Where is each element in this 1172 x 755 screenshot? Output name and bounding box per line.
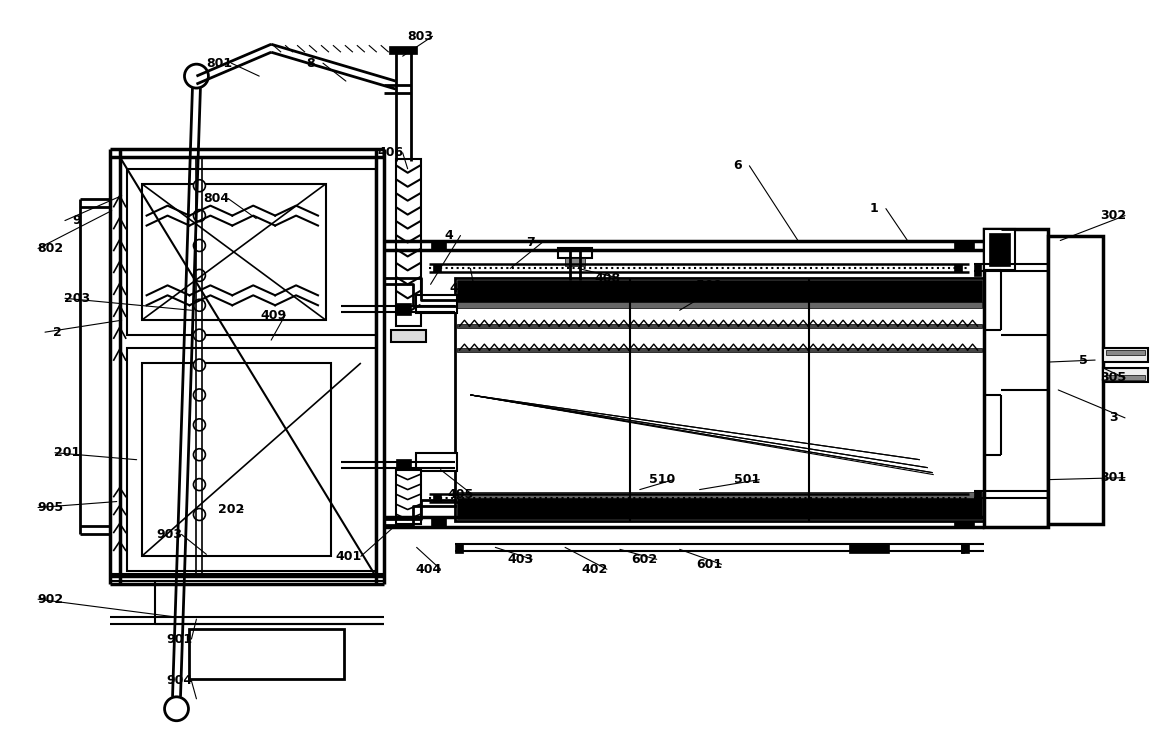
Circle shape	[184, 64, 209, 88]
Text: 602: 602	[632, 553, 657, 565]
Text: 406: 406	[377, 146, 404, 159]
Bar	[558, 248, 592, 258]
Circle shape	[193, 180, 205, 192]
Text: 802: 802	[36, 242, 63, 255]
Text: 302: 302	[1101, 209, 1126, 222]
Text: 301: 301	[1101, 471, 1126, 484]
Circle shape	[164, 697, 189, 721]
Circle shape	[193, 359, 205, 371]
Bar	[1103, 348, 1147, 362]
Bar	[430, 241, 445, 251]
Bar	[961, 544, 968, 553]
Text: 905: 905	[36, 501, 63, 514]
Bar	[974, 491, 981, 498]
Circle shape	[193, 210, 205, 221]
Bar	[127, 169, 376, 335]
Text: 3: 3	[1109, 411, 1117, 424]
Circle shape	[193, 389, 205, 401]
Bar	[983, 229, 1048, 528]
Text: 6: 6	[734, 159, 742, 172]
Bar	[127, 348, 376, 572]
Text: 405: 405	[448, 488, 473, 501]
Bar	[565, 258, 585, 267]
Text: 407: 407	[449, 282, 476, 295]
Bar	[396, 459, 410, 470]
Bar	[954, 264, 961, 273]
Circle shape	[193, 509, 205, 520]
Bar	[457, 302, 981, 308]
Bar	[974, 264, 981, 271]
Text: 904: 904	[166, 674, 192, 687]
Bar	[432, 264, 441, 273]
Text: 601: 601	[696, 558, 723, 571]
Bar	[849, 544, 888, 553]
Text: 2: 2	[53, 325, 61, 339]
Bar	[142, 363, 331, 556]
Bar	[142, 183, 326, 320]
Text: 4: 4	[444, 229, 452, 242]
Bar	[456, 279, 983, 522]
Text: 804: 804	[203, 193, 230, 205]
Bar	[396, 159, 421, 326]
Circle shape	[193, 329, 205, 341]
Text: 501: 501	[735, 473, 761, 486]
Bar	[430, 517, 445, 528]
Bar	[190, 629, 343, 679]
Text: 408: 408	[595, 272, 621, 285]
Bar	[983, 229, 1015, 270]
Bar	[954, 517, 974, 528]
Bar	[1106, 350, 1145, 355]
Bar	[456, 544, 463, 553]
Bar	[396, 304, 410, 316]
Circle shape	[193, 239, 205, 251]
Bar	[974, 270, 981, 276]
Text: 903: 903	[157, 528, 183, 541]
Circle shape	[193, 448, 205, 461]
Text: 401: 401	[335, 550, 362, 562]
Circle shape	[193, 299, 205, 311]
Text: 305: 305	[1101, 371, 1126, 384]
Text: 5: 5	[1078, 353, 1088, 367]
Bar	[1106, 375, 1145, 380]
Bar	[457, 280, 981, 302]
Text: 510: 510	[648, 473, 675, 486]
Circle shape	[193, 479, 205, 491]
Bar	[432, 494, 441, 501]
Text: 9: 9	[73, 214, 81, 227]
Text: 803: 803	[408, 29, 434, 43]
Bar	[954, 494, 961, 501]
Text: 902: 902	[36, 593, 63, 606]
Text: 202: 202	[218, 503, 245, 516]
Text: 901: 901	[166, 633, 192, 646]
Circle shape	[193, 270, 205, 282]
Text: 7: 7	[526, 236, 534, 249]
Bar	[961, 544, 963, 553]
Text: 404: 404	[415, 562, 442, 576]
Text: 403: 403	[507, 553, 533, 565]
Bar	[1103, 368, 1147, 382]
Bar	[416, 453, 457, 470]
Bar	[457, 324, 981, 328]
Text: 801: 801	[206, 57, 232, 69]
Bar	[1048, 236, 1103, 525]
Bar	[389, 46, 416, 54]
Circle shape	[193, 419, 205, 431]
Bar	[988, 233, 1010, 267]
Bar	[416, 295, 457, 313]
Bar	[457, 498, 981, 519]
Text: 1: 1	[870, 202, 878, 215]
Bar	[457, 492, 981, 498]
Bar	[457, 348, 981, 352]
Text: 509: 509	[696, 279, 723, 292]
Bar	[390, 330, 425, 342]
Text: 203: 203	[63, 291, 90, 305]
Text: 409: 409	[260, 309, 286, 322]
Text: 402: 402	[581, 562, 608, 576]
Bar	[954, 241, 974, 251]
Text: 201: 201	[54, 446, 80, 459]
Text: 8: 8	[307, 57, 315, 69]
Bar	[396, 470, 421, 525]
